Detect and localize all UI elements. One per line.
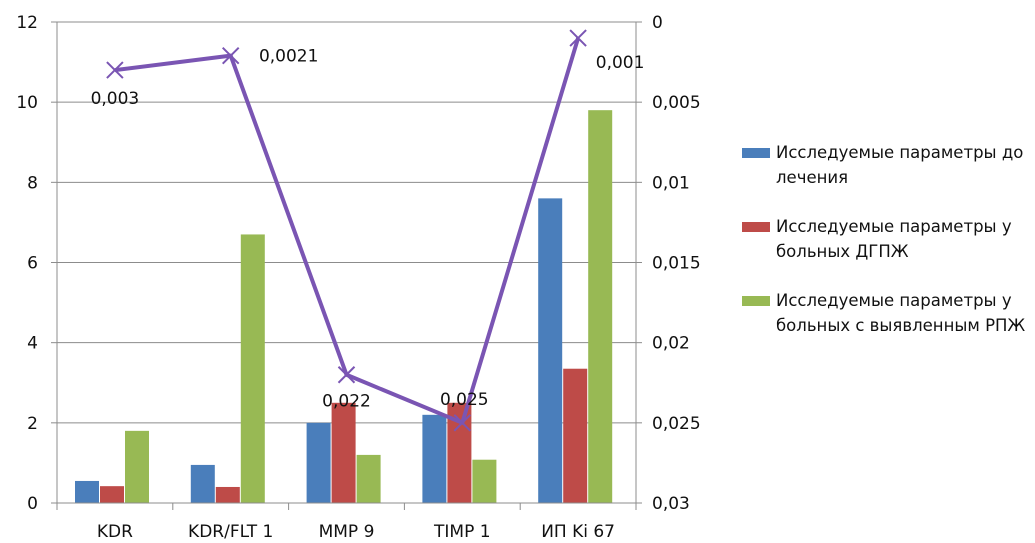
x-category-label: ИП Ki 67 [541, 522, 615, 542]
legend-item-dgpzh: Исследуемые параметры у больных ДГПЖ [742, 214, 1035, 264]
line-series: 0,003 0,0021 0,022 0,025 0,001 [91, 29, 645, 432]
x-axis-ticks: KDR KDR/FLT 1 MMP 9 TIMP 1 ИП Ki 67 [97, 522, 615, 542]
x-category-label: KDR/FLT 1 [188, 522, 273, 542]
y-tick-label: 0 [27, 494, 38, 514]
bar [472, 459, 497, 503]
y-tick-label: 8 [27, 173, 38, 193]
y2-tick-label: 0,02 [652, 334, 690, 354]
y2-tick-label: 0,03 [652, 494, 690, 514]
bar [588, 110, 613, 503]
bar [538, 198, 563, 503]
marker-stroke [569, 29, 587, 47]
y2-tick-label: 0,025 [652, 414, 701, 434]
line-marker [453, 414, 472, 432]
legend: Исследуемые параметры до лечения Исследу… [742, 140, 1035, 362]
x-category-label: TIMP 1 [433, 522, 491, 542]
y-tick-label: 10 [16, 93, 38, 113]
legend-item-before-treatment: Исследуемые параметры до лечения [742, 140, 1035, 190]
line-marker [106, 61, 124, 79]
bar [125, 430, 149, 503]
marker-stroke [337, 366, 356, 384]
marker-stroke [106, 61, 124, 79]
legend-swatch-rpzh [742, 296, 770, 306]
y2-axis-ticks: 0 0,005 0,01 0,015 0,02 0,025 0,03 [652, 13, 701, 514]
legend-label: Исследуемые параметры до лечения [776, 143, 1024, 187]
data-label: 0,003 [91, 89, 140, 109]
y-tick-label: 12 [16, 13, 38, 33]
legend-swatch-dgpzh [742, 222, 770, 232]
y2-tick-label: 0,01 [652, 173, 690, 193]
y-tick-label: 2 [27, 414, 38, 434]
legend-label: Исследуемые параметры у больных с выявле… [776, 291, 1026, 335]
line-path [114, 37, 581, 425]
x-category-label: MMP 9 [319, 522, 375, 542]
y-tick-label: 6 [27, 254, 38, 274]
y-axis-ticks: 0 2 4 6 8 10 12 [16, 13, 38, 514]
gridlines [57, 21, 636, 504]
line-marker [221, 46, 240, 65]
bar [100, 486, 124, 503]
bar [563, 368, 588, 503]
legend-item-rpzh: Исследуемые параметры у больных с выявле… [742, 288, 1035, 338]
bar [422, 414, 447, 503]
bar [356, 454, 381, 503]
data-label: 0,001 [596, 53, 645, 73]
data-label: 0,025 [440, 390, 489, 410]
bar [240, 234, 265, 504]
y2-tick-label: 0,005 [652, 93, 701, 113]
y2-tick-label: 0 [652, 13, 663, 33]
bar [306, 422, 331, 503]
bar [190, 464, 215, 503]
axes [51, 21, 642, 510]
y2-tick-label: 0,015 [652, 254, 701, 274]
marker-stroke [453, 414, 472, 432]
line-marker [337, 366, 356, 384]
bar [215, 486, 240, 503]
bar [331, 402, 356, 503]
marker-stroke [221, 46, 240, 65]
bar [75, 480, 99, 503]
legend-label: Исследуемые параметры у больных ДГПЖ [776, 217, 1012, 261]
y-tick-label: 4 [27, 334, 38, 354]
legend-swatch-before-treatment [742, 148, 770, 158]
data-label: 0,0021 [259, 47, 318, 67]
x-category-label: KDR [97, 522, 133, 542]
bars [75, 110, 613, 504]
line-marker [569, 29, 587, 47]
data-label: 0,022 [322, 392, 371, 412]
